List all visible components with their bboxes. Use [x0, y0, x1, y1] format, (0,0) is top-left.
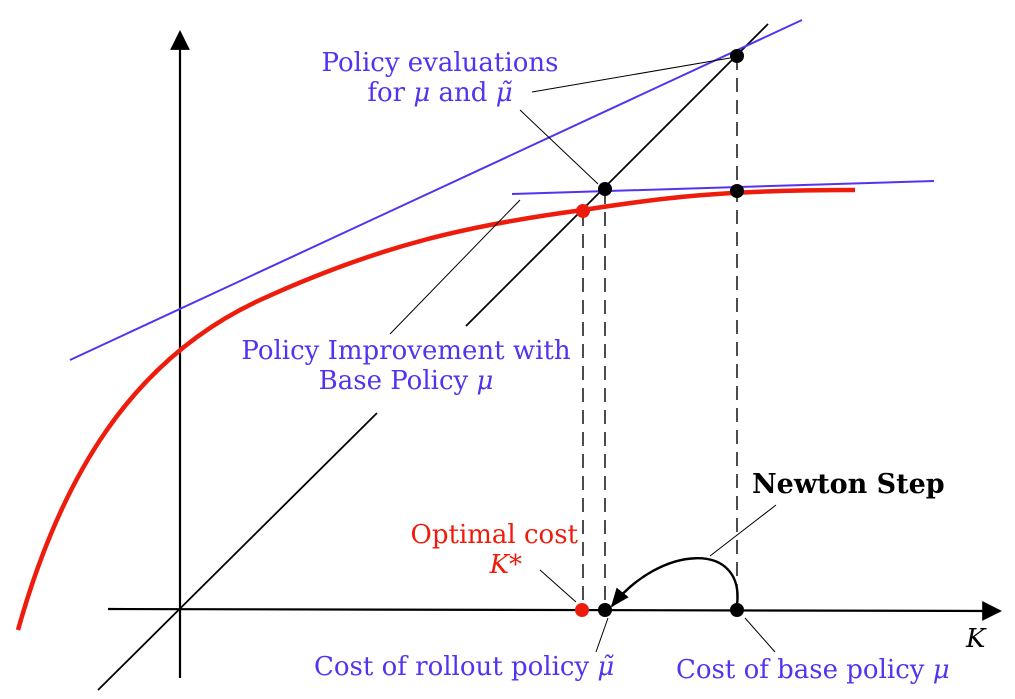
- optimal-cost-curve: [15, 187, 856, 631]
- mu-symbol: μ: [476, 366, 494, 396]
- optimal-cost-line1: Optimal cost: [410, 520, 578, 550]
- horizontal-axis: [107, 601, 1002, 621]
- leader-optimal-cost: [539, 569, 577, 603]
- mu-symbol: μ: [413, 78, 431, 108]
- policy-evaluation-line-mu: [69, 19, 803, 361]
- diagonal-line-lower: [97, 412, 378, 691]
- policy-improvement-line1: Policy Improvement with: [241, 336, 571, 366]
- leader-rollout: [595, 617, 609, 653]
- leader-newton-step: [709, 504, 777, 557]
- policy-improvement-line2: Base Policy μ: [318, 366, 494, 396]
- point-rollout-cost: [598, 603, 612, 617]
- policy-evaluations-label: Policy evaluations for μ and μ̃: [300, 48, 580, 108]
- policy-evaluation-line-mu-tilde: [511, 180, 935, 195]
- leader-eval-to-mu-point: [531, 57, 731, 93]
- axis-label-k: K: [966, 624, 986, 654]
- mu-symbol: μ: [932, 655, 950, 685]
- policy-evaluations-line2: for μ and μ̃: [367, 78, 513, 108]
- point-optimal-cost: [575, 603, 589, 617]
- mu-tilde-symbol: μ̃: [597, 652, 615, 682]
- leader-eval-to-mu-tilde-point: [519, 109, 599, 185]
- cost-base-label: Cost of base policy μ: [676, 655, 950, 685]
- point-rollout-evaluation: [598, 182, 612, 196]
- point-base-on-tangent: [730, 184, 744, 198]
- point-base-cost: [730, 603, 744, 617]
- cost-rollout-label: Cost of rollout policy μ̃: [314, 652, 615, 682]
- leader-improvement: [389, 199, 521, 335]
- optimal-cost-label: Optimal cost K*: [402, 520, 578, 580]
- point-base-policy-evaluation: [730, 49, 744, 63]
- leader-base: [744, 617, 776, 653]
- mu-tilde-symbol: μ̃: [495, 78, 513, 108]
- point-optimal-on-curve: [576, 204, 590, 218]
- newton-step-arrow: [610, 557, 739, 608]
- policy-improvement-label: Policy Improvement with Base Policy μ: [226, 336, 586, 396]
- policy-evaluations-line1: Policy evaluations: [321, 48, 559, 78]
- newton-step-label: Newton Step: [752, 469, 945, 500]
- diagonal-line-upper: [465, 23, 769, 327]
- optimal-cost-symbol: K*: [489, 550, 522, 580]
